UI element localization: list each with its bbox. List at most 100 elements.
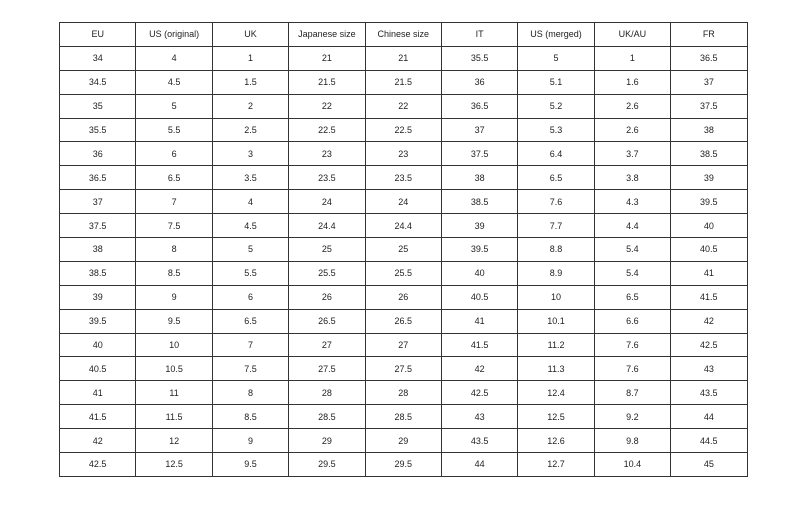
table-cell: 37.5 (58, 213, 137, 239)
table-cell: 37 (440, 117, 519, 143)
table-cell: 27.5 (288, 356, 366, 382)
table-row: 40.5 10.5 7.5 27.5 27.5 42 11.3 7.6 43 (58, 356, 748, 382)
table-cell: 5.4 (593, 237, 672, 262)
table-cell: 36 (440, 69, 519, 95)
table-cell: 34.5 (58, 69, 137, 95)
table-cell: 7.6 (593, 356, 672, 382)
table-cell: 27.5 (364, 356, 442, 382)
table-row: 36.5 6.5 3.5 23.5 23.5 38 6.5 3.8 39 (58, 165, 748, 191)
table-row: 38 8 5 25 25 39.5 8.8 5.4 40.5 (58, 237, 748, 262)
table-cell: 1.6 (593, 69, 672, 95)
table-cell: 45 (670, 452, 748, 477)
table-cell: 41 (440, 308, 519, 334)
table-row: 35.5 5.5 2.5 22.5 22.5 37 5.3 2.6 38 (58, 117, 748, 143)
column-header: UK/AU (593, 22, 672, 47)
table-cell: 12.5 (517, 404, 595, 430)
table-cell: 37 (670, 69, 748, 95)
table-row: 38.5 8.5 5.5 25.5 25.5 40 8.9 5.4 41 (58, 260, 748, 286)
table-cell: 6 (135, 141, 213, 167)
table-cell: 23 (288, 141, 366, 167)
table-cell: 41 (670, 260, 748, 286)
table-cell: 21 (288, 45, 366, 71)
table-cell: 22 (288, 93, 366, 119)
header-row: EU US (original) UK Japanese size Chinese si… (58, 22, 748, 47)
table-cell: 12.6 (517, 428, 595, 454)
table-cell: 8 (135, 237, 213, 262)
table-cell: 39 (670, 165, 748, 191)
table-cell: 7.6 (593, 332, 672, 358)
table-cell: 40.5 (58, 356, 137, 382)
table-cell: 1.5 (211, 69, 290, 95)
table-cell: 36.5 (440, 93, 519, 119)
table-row: 39.5 9.5 6.5 26.5 26.5 41 10.1 6.6 42 (58, 308, 748, 334)
table-cell: 11.3 (517, 356, 595, 382)
table-cell: 7.5 (211, 356, 290, 382)
table-cell: 43.5 (440, 428, 519, 454)
table-row: 42.5 12.5 9.5 29.5 29.5 44 12.7 10.4 45 (58, 452, 748, 477)
table-cell: 25.5 (288, 260, 366, 286)
table-row: 37.5 7.5 4.5 24.4 24.4 39 7.7 4.4 40 (58, 213, 748, 239)
table-cell: 9 (211, 428, 290, 454)
table-cell: 38.5 (440, 189, 519, 215)
table-cell: 35 (58, 93, 137, 119)
table-row: 35 5 2 22 22 36.5 5.2 2.6 37.5 (58, 93, 748, 119)
table-row: 34.5 4.5 1.5 21.5 21.5 36 5.1 1.6 37 (58, 69, 748, 95)
table-cell: 35.5 (58, 117, 137, 143)
table-cell: 12 (135, 428, 213, 454)
table-cell: 5.1 (517, 69, 595, 95)
table-cell: 4 (135, 45, 213, 71)
column-header: Japanese size (288, 22, 366, 47)
table-row: 42 12 9 29 29 43.5 12.6 9.8 44.5 (58, 428, 748, 454)
table-cell: 11 (135, 380, 213, 406)
table-cell: 12.4 (517, 380, 595, 406)
table-cell: 23.5 (288, 165, 366, 191)
table-cell: 4.3 (593, 189, 672, 215)
table-cell: 4.5 (135, 69, 213, 95)
table-cell: 22 (364, 93, 442, 119)
table-cell: 3.7 (593, 141, 672, 167)
table-cell: 39.5 (58, 308, 137, 334)
table-cell: 25 (364, 237, 442, 262)
table-cell: 12.7 (517, 452, 595, 477)
table-cell: 22.5 (288, 117, 366, 143)
table-cell: 6.4 (517, 141, 595, 167)
table-row: 40 10 7 27 27 41.5 11.2 7.6 42.5 (58, 332, 748, 358)
table-row: 39 9 6 26 26 40.5 10 6.5 41.5 (58, 284, 748, 310)
table-cell: 9.5 (135, 308, 213, 334)
column-header: EU (58, 22, 137, 47)
table-cell: 23.5 (364, 165, 442, 191)
table-cell: 25.5 (364, 260, 442, 286)
table-cell: 42 (440, 356, 519, 382)
table-row: 36 6 3 23 23 37.5 6.4 3.7 38.5 (58, 141, 748, 167)
table-cell: 5.4 (593, 260, 672, 286)
table-cell: 11.5 (135, 404, 213, 430)
table-cell: 26.5 (364, 308, 442, 334)
table-cell: 1 (593, 45, 672, 71)
table-cell: 29 (288, 428, 366, 454)
table-cell: 7 (211, 332, 290, 358)
table-cell: 24 (288, 189, 366, 215)
table-cell: 22.5 (364, 117, 442, 143)
table-cell: 7.5 (135, 213, 213, 239)
table-cell: 42.5 (440, 380, 519, 406)
table-cell: 35.5 (440, 45, 519, 71)
shoe-size-conversion-table: EU US (original) UK Japanese size Chinese si… (58, 22, 748, 477)
table-cell: 29 (364, 428, 442, 454)
table-cell: 7.6 (517, 189, 595, 215)
table-cell: 2 (211, 93, 290, 119)
column-header: Chinese size (364, 22, 442, 47)
table-cell: 41.5 (58, 404, 137, 430)
table-cell: 29.5 (288, 452, 366, 477)
table-cell: 21.5 (364, 69, 442, 95)
table-cell: 27 (288, 332, 366, 358)
table-cell: 29.5 (364, 452, 442, 477)
table-cell: 40.5 (670, 237, 748, 262)
table-cell: 44 (670, 404, 748, 430)
table-cell: 5.2 (517, 93, 595, 119)
table-cell: 43 (670, 356, 748, 382)
table-cell: 28.5 (288, 404, 366, 430)
table-cell: 9.8 (593, 428, 672, 454)
table-cell: 10.5 (135, 356, 213, 382)
table-cell: 8.9 (517, 260, 595, 286)
table-cell: 21.5 (288, 69, 366, 95)
